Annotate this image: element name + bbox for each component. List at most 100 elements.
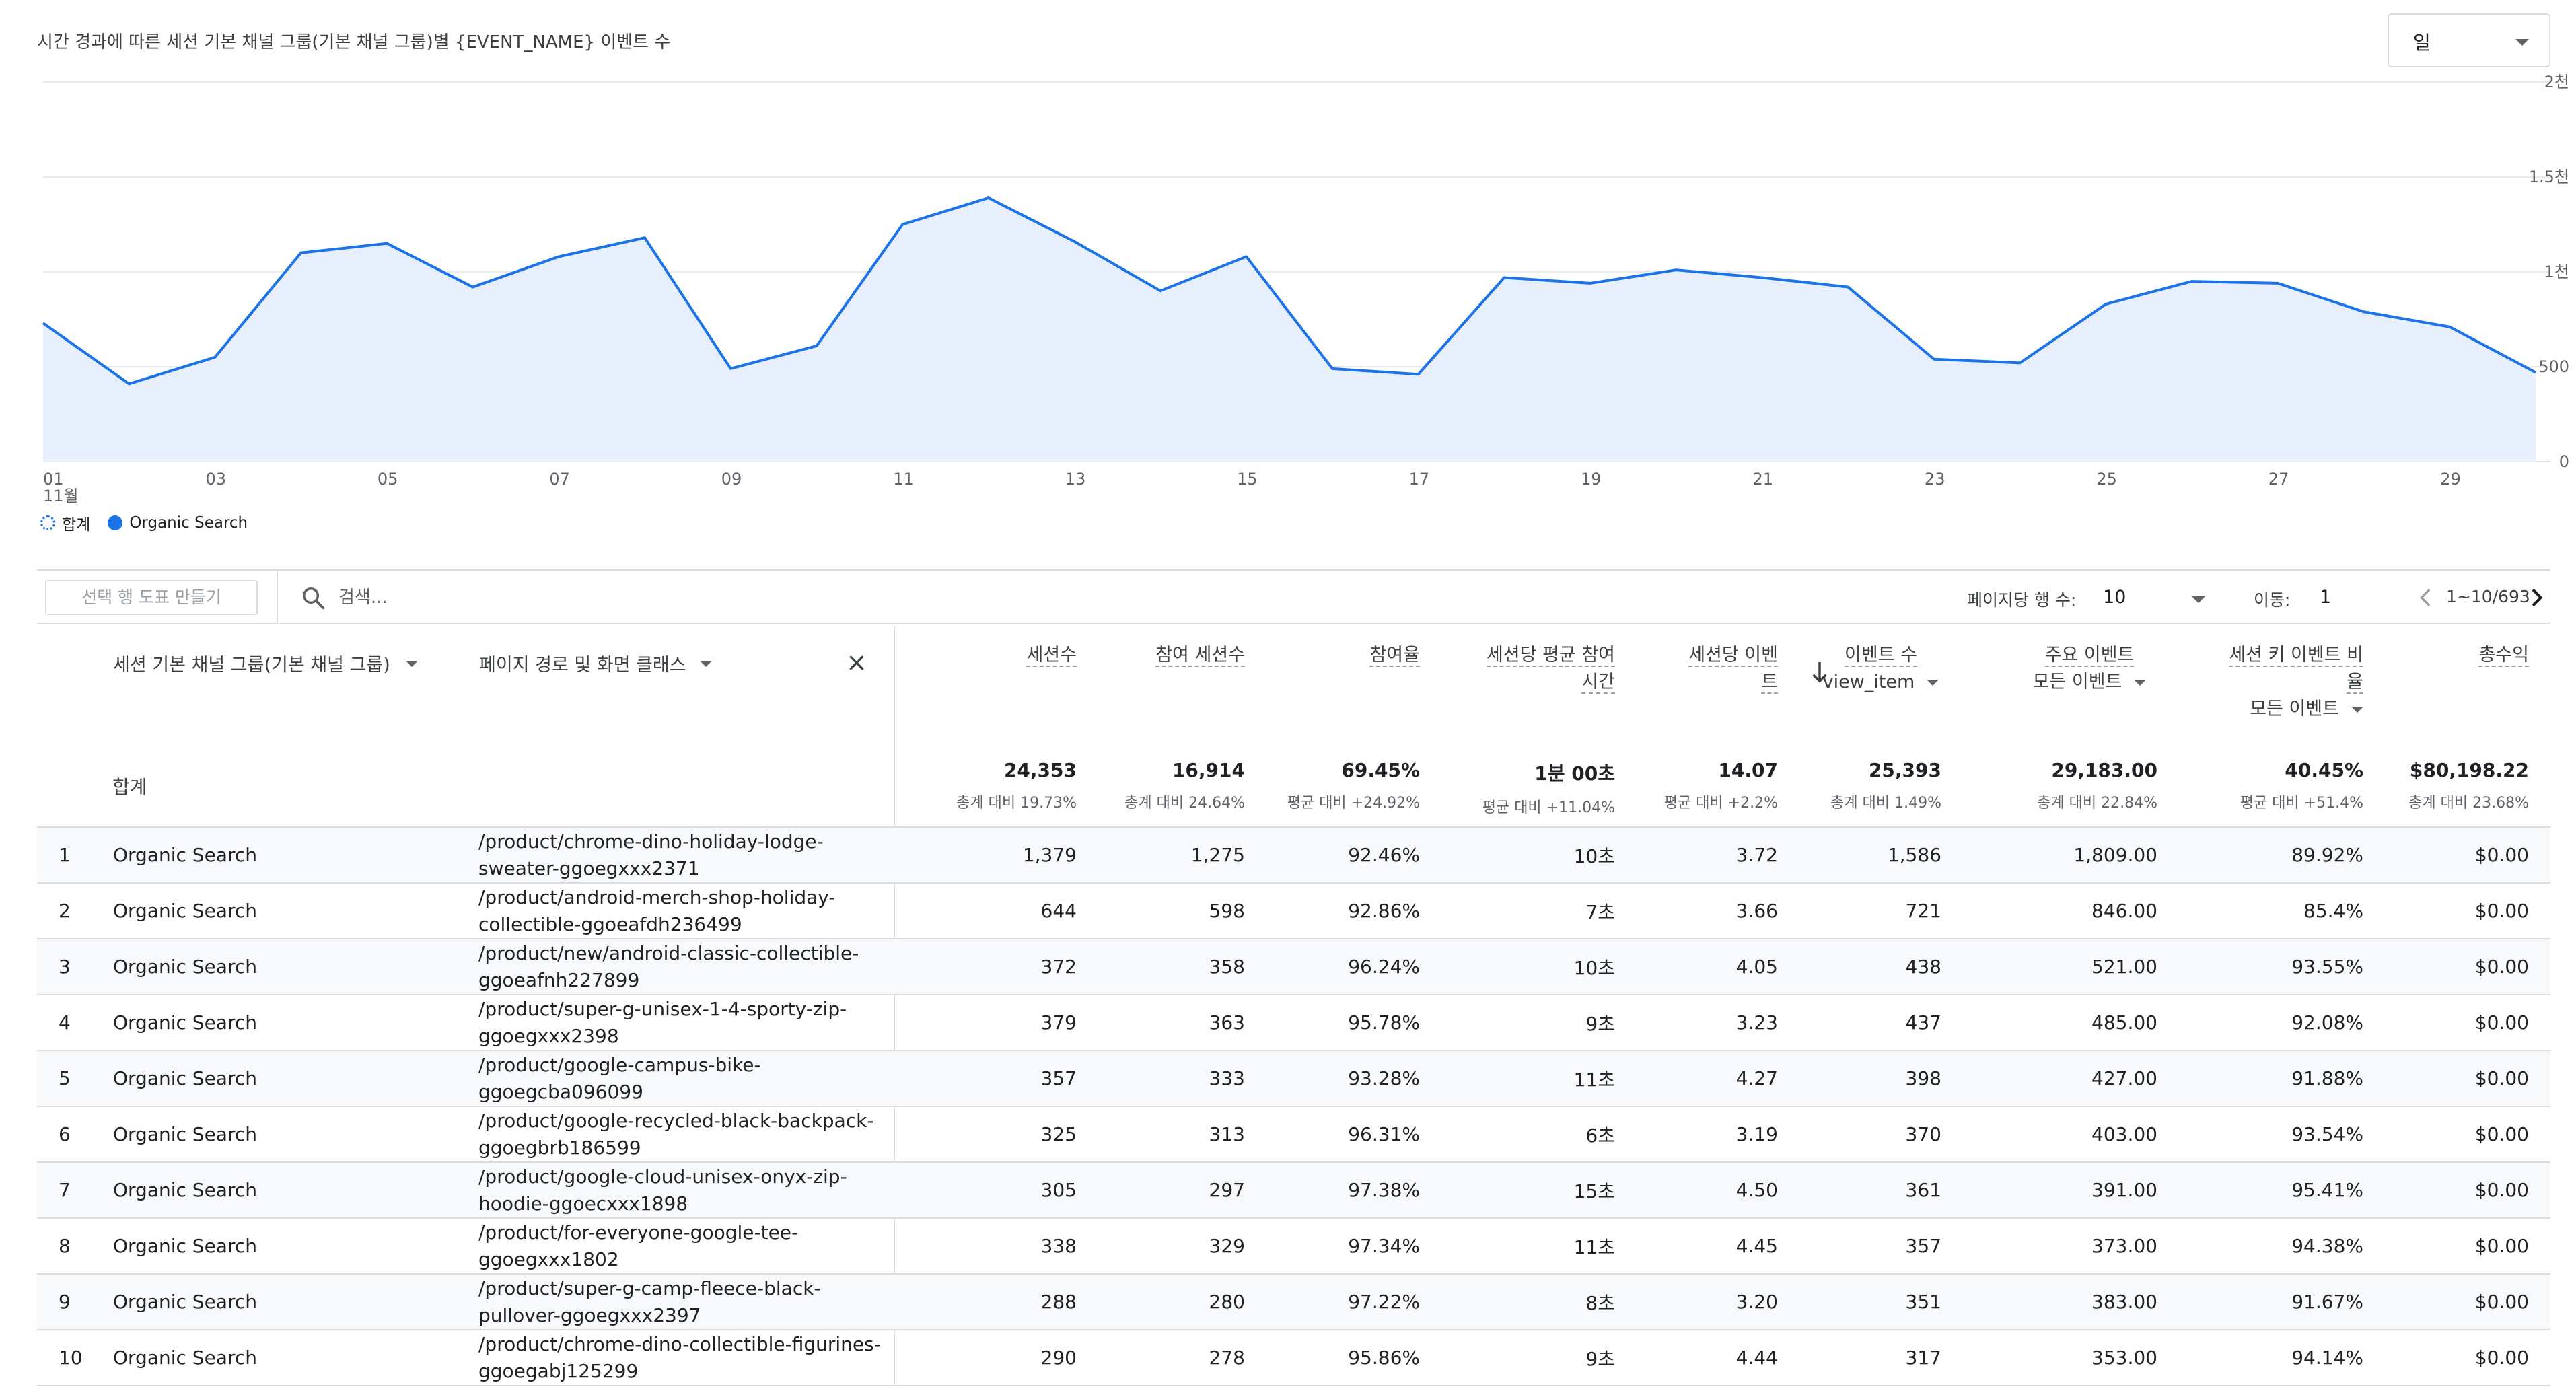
event-filter-select[interactable]: view_item	[1822, 672, 1915, 692]
data-point[interactable]	[1930, 355, 1938, 363]
x-tick-label: 23	[1925, 470, 1945, 489]
data-point[interactable]	[727, 365, 735, 373]
total-sessions: 24,353 총계 대비 19.73%	[956, 759, 1077, 812]
y-tick-label: 1.5천	[2529, 168, 2569, 186]
table-toolbar: 선택 행 도표 만들기 페이지당 행 수: 10 이동: 1 1~10/693	[37, 569, 2550, 624]
chevron-down-icon[interactable]	[2351, 707, 2363, 713]
table-row[interactable]: 6 Organic Search/product/google-recycled-…	[37, 1107, 2550, 1163]
data-point[interactable]	[554, 252, 563, 260]
table-row[interactable]: 2 Organic Search/product/android-merch-sh…	[37, 884, 2550, 939]
x-tick-label: 11	[893, 470, 914, 489]
header-event-count[interactable]: 이벤트 수 view_item	[1803, 642, 1958, 696]
row-events-per-session: 4.44	[1736, 1347, 1778, 1369]
data-point[interactable]	[297, 249, 305, 257]
toolbar-divider	[277, 571, 278, 624]
rows-per-page-select[interactable]: 10	[2103, 587, 2126, 608]
data-point[interactable]	[125, 380, 133, 388]
row-sessions: 379	[1040, 1011, 1077, 1034]
row-engagement-rate: 92.46%	[1348, 844, 1420, 866]
chevron-down-icon[interactable]	[1927, 680, 1939, 686]
row-event-count: 398	[1905, 1067, 1941, 1089]
search-input[interactable]	[338, 583, 877, 612]
data-point[interactable]	[1672, 266, 1680, 274]
chevron-down-icon	[2515, 39, 2529, 46]
data-point[interactable]	[469, 283, 477, 291]
row-engaged-sessions: 280	[1209, 1291, 1245, 1313]
header-engaged-sessions[interactable]: 참여 세션수	[1155, 645, 1245, 667]
legend-total-label[interactable]: 합계	[62, 516, 91, 534]
table-row[interactable]: 7 Organic Search/product/google-cloud-uni…	[37, 1163, 2550, 1219]
data-point[interactable]	[2274, 279, 2282, 287]
data-point[interactable]	[1586, 279, 1594, 287]
period-select[interactable]: 일	[2388, 13, 2550, 67]
data-point[interactable]	[1415, 370, 1423, 378]
data-point[interactable]	[1844, 283, 1852, 291]
series-line-organic-search[interactable]	[42, 196, 2536, 386]
row-event-count: 317	[1905, 1347, 1941, 1369]
table-row[interactable]: 9 Organic Search/product/super-g-camp-fle…	[37, 1275, 2550, 1330]
legend-series-label[interactable]: Organic Search	[129, 514, 248, 532]
row-engagement-rate: 96.24%	[1348, 956, 1420, 978]
data-point[interactable]	[39, 319, 47, 327]
data-point[interactable]	[1328, 365, 1336, 373]
row-key-event-rate: 89.92%	[2291, 844, 2363, 866]
data-point[interactable]	[2188, 277, 2196, 285]
data-point[interactable]	[898, 221, 906, 229]
chevron-left-icon[interactable]	[2412, 584, 2439, 611]
key-events-filter-select[interactable]: 모든 이벤트	[2032, 672, 2122, 692]
table-row[interactable]: 3 Organic Search/product/new/android-clas…	[37, 939, 2550, 995]
x-tick-label: 13	[1065, 470, 1086, 489]
table-row[interactable]: 4 Organic Search/product/super-g-unisex-1…	[37, 995, 2550, 1051]
data-point[interactable]	[813, 342, 821, 350]
chevron-right-icon[interactable]	[2523, 584, 2550, 611]
data-point[interactable]	[2445, 323, 2454, 331]
chevron-down-icon[interactable]	[700, 661, 712, 667]
dimension-header-channel-group[interactable]: 세션 기본 채널 그룹(기본 채널 그룹)	[113, 655, 390, 676]
header-sessions[interactable]: 세션수	[1026, 645, 1077, 667]
dimension-header-page-path[interactable]: 페이지 경로 및 화면 클래스	[479, 655, 686, 676]
data-point[interactable]	[985, 194, 993, 202]
data-point[interactable]	[1242, 252, 1250, 260]
close-icon[interactable]: ×	[846, 647, 867, 677]
chevron-down-icon[interactable]	[2134, 680, 2147, 686]
data-point[interactable]	[211, 353, 219, 361]
chevron-down-icon[interactable]	[406, 661, 418, 667]
header-avg-engagement-time[interactable]: 세션당 평균 참여 시간	[1486, 645, 1615, 694]
x-tick-label: 29	[2440, 470, 2461, 489]
row-page-path: /product/google-recycled-black-backpack-…	[478, 1109, 874, 1159]
row-event-count: 437	[1905, 1011, 1941, 1034]
create-chart-from-rows-button[interactable]: 선택 행 도표 만들기	[45, 580, 258, 615]
data-point[interactable]	[2360, 308, 2368, 316]
data-point[interactable]	[1500, 273, 1508, 281]
chevron-down-icon[interactable]	[2192, 596, 2205, 603]
header-events-per-session[interactable]: 세션당 이벤 트	[1688, 645, 1778, 694]
row-page-path: /product/new/android-classic-collectible…	[478, 941, 859, 991]
pagination-range: 1~10/693	[2446, 587, 2530, 606]
table-row[interactable]: 8 Organic Search/product/for-everyone-goo…	[37, 1219, 2550, 1275]
row-total-revenue: $0.00	[2474, 1123, 2529, 1145]
row-avg-engagement-time: 7초	[1585, 900, 1615, 923]
arrow-down-icon[interactable]	[1810, 661, 1829, 684]
data-point[interactable]	[2102, 300, 2110, 308]
data-point[interactable]	[1758, 273, 1766, 281]
row-key-events: 1,809.00	[2073, 844, 2157, 866]
key-rate-filter-select[interactable]: 모든 이벤트	[2250, 698, 2339, 719]
data-point[interactable]	[383, 240, 391, 248]
header-total-revenue[interactable]: 총수익	[2478, 645, 2529, 667]
data-point[interactable]	[1156, 287, 1164, 295]
total-avg-engagement-time: 1분 00초 평균 대비 +11.04%	[1482, 762, 1615, 816]
table-row[interactable]: 5 Organic Search/product/google-campus-bi…	[37, 1051, 2550, 1107]
header-key-events[interactable]: 주요 이벤트 모든 이벤트	[2005, 642, 2174, 696]
data-point[interactable]	[2532, 368, 2540, 376]
header-engagement-rate[interactable]: 참여율	[1369, 645, 1420, 667]
data-point[interactable]	[2016, 359, 2024, 367]
table-row[interactable]: 10 Organic Search/product/chrome-dino-col…	[37, 1330, 2550, 1386]
chart-title: 시간 경과에 따른 세션 기본 채널 그룹(기본 채널 그룹)별 {EVENT_…	[37, 32, 671, 52]
data-point[interactable]	[1071, 238, 1079, 246]
data-point[interactable]	[641, 234, 649, 242]
row-engagement-rate: 97.22%	[1348, 1291, 1420, 1313]
row-total-revenue: $0.00	[2474, 1179, 2529, 1201]
goto-page-input[interactable]: 1	[2320, 587, 2332, 608]
table-row[interactable]: 1 Organic Search/product/chrome-dino-holi…	[37, 828, 2550, 884]
